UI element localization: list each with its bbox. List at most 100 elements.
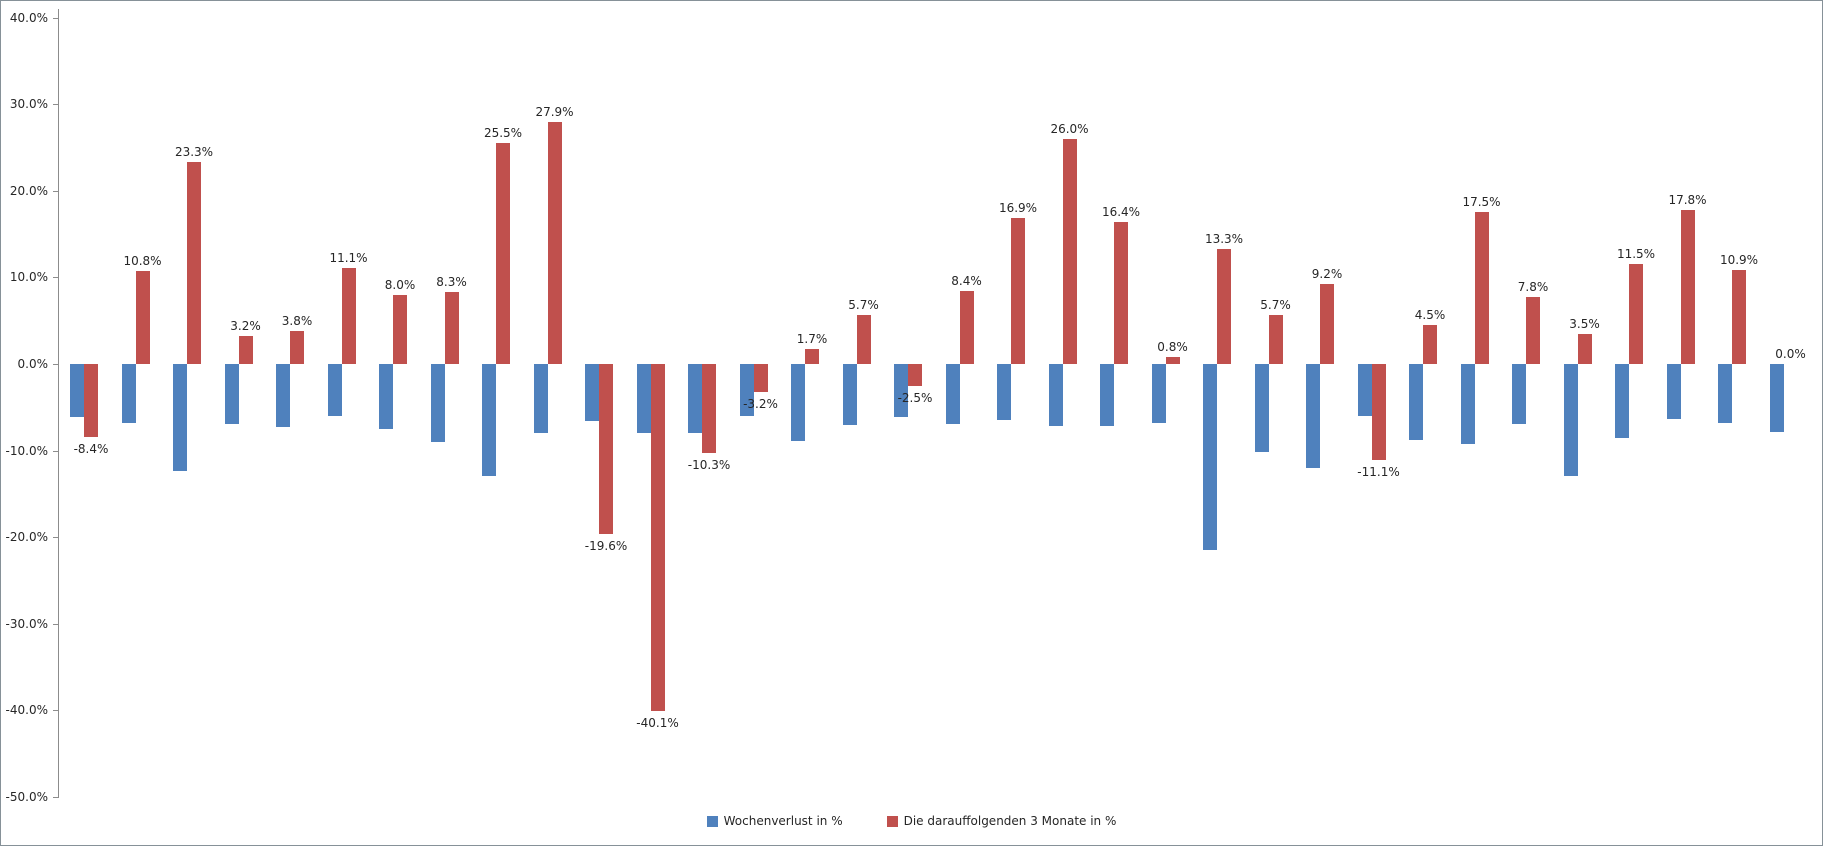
data-label: -10.3% [687, 458, 731, 473]
bar-3-monate [1474, 212, 1489, 364]
y-axis-tick-label: -50.0% [5, 790, 48, 804]
legend-swatch-blue-icon [706, 815, 718, 827]
bar-3-monate [856, 314, 871, 364]
bar-3-monate [753, 364, 768, 392]
legend-item-wochenverlust: Wochenverlust in % [706, 814, 843, 828]
bar-wochenverlust [1409, 364, 1423, 441]
data-label: 0.8% [1157, 340, 1188, 355]
y-axis-tick [53, 17, 59, 19]
bar-wochenverlust [585, 364, 599, 422]
y-axis-tick-label: 30.0% [9, 97, 48, 112]
bar-3-monate [1680, 209, 1695, 364]
bar-3-monate [1629, 264, 1643, 364]
data-label: 26.0% [1050, 121, 1089, 136]
y-axis-tick-label: -20.0% [5, 530, 48, 545]
bar-3-monate [1165, 357, 1180, 364]
legend-label-3-monate: Die darauffolgenden 3 Monate in % [903, 814, 1117, 828]
legend-item-3-monate: Die darauffolgenden 3 Monate in % [886, 814, 1117, 828]
data-label: 4.5% [1414, 308, 1446, 322]
bar-wochenverlust [430, 364, 445, 442]
bar-3-monate [908, 364, 922, 386]
y-axis-tick [53, 537, 59, 539]
y-axis-tick-label: 0.0% [17, 357, 49, 371]
bar-wochenverlust [1306, 364, 1320, 468]
y-axis-tick [53, 797, 59, 798]
bar-3-monate [702, 364, 716, 454]
y-axis-tick [53, 450, 59, 452]
y-axis-tick [53, 710, 59, 712]
bar-wochenverlust [70, 364, 84, 417]
data-label: 11.1% [329, 250, 368, 265]
bar-wochenverlust [1563, 364, 1578, 476]
data-label: 10.8% [123, 253, 162, 268]
bar-3-monate [599, 364, 613, 534]
bar-3-monate [1320, 284, 1334, 364]
data-label: 23.3% [174, 145, 214, 160]
y-axis-tick-label: 10.0% [9, 270, 48, 285]
bar-wochenverlust [1100, 364, 1114, 427]
bar-wochenverlust [1203, 364, 1217, 551]
data-label: 1.7% [796, 332, 828, 347]
bar-wochenverlust [121, 364, 136, 423]
legend-swatch-red-icon [886, 815, 898, 827]
data-label: -2.5% [897, 390, 933, 405]
data-label: -8.4% [73, 441, 109, 456]
bar-3-monate [1062, 138, 1077, 364]
bar-3-monate [1423, 325, 1437, 364]
bar-wochenverlust [1151, 364, 1166, 423]
data-label: 8.4% [951, 274, 982, 289]
legend-label-wochenverlust: Wochenverlust in % [723, 814, 843, 828]
bar-wochenverlust [997, 364, 1011, 421]
bar-wochenverlust [1254, 364, 1269, 453]
y-axis-tick [53, 364, 59, 365]
legend: Wochenverlust in % Die darauffolgenden 3… [1, 814, 1822, 828]
data-label: 25.5% [483, 126, 523, 141]
y-axis-tick [53, 623, 59, 625]
y-axis-tick [53, 277, 59, 279]
bar-3-monate [1011, 217, 1025, 364]
data-label: 5.7% [1260, 297, 1291, 312]
data-label: 3.5% [1569, 316, 1600, 331]
data-label: 10.9% [1719, 252, 1759, 267]
y-axis-tick-label: 40.0% [9, 10, 48, 25]
bar-3-monate [341, 267, 356, 364]
y-axis-tick-label: 20.0% [9, 183, 48, 198]
bar-3-monate [959, 291, 974, 364]
y-axis-tick-label: -40.0% [5, 703, 48, 718]
data-label: -40.1% [636, 716, 679, 731]
data-label: 7.8% [1517, 279, 1549, 294]
bar-3-monate [1371, 364, 1386, 461]
bar-3-monate [135, 270, 150, 364]
bar-wochenverlust [1357, 364, 1372, 416]
data-label: 8.3% [436, 275, 467, 290]
y-axis-tick [53, 104, 59, 106]
bar-wochenverlust [276, 364, 290, 428]
bar-wochenverlust [688, 364, 702, 434]
bar-wochenverlust [1460, 364, 1475, 444]
bar-wochenverlust [1769, 364, 1784, 432]
data-label: 3.2% [230, 319, 261, 334]
data-label: -11.1% [1357, 465, 1400, 480]
bar-wochenverlust [945, 364, 960, 424]
data-label: 8.0% [384, 277, 416, 292]
bar-wochenverlust [1718, 364, 1732, 423]
data-label: 27.9% [535, 105, 574, 120]
bar-3-monate [1268, 314, 1283, 364]
bar-wochenverlust [379, 364, 393, 429]
data-label: 16.4% [1101, 205, 1141, 219]
bar-3-monate [650, 364, 665, 712]
bar-wochenverlust [1048, 364, 1063, 426]
y-axis-line [58, 9, 59, 797]
y-axis-tick-label: -10.0% [5, 443, 48, 458]
bar-wochenverlust [482, 364, 496, 476]
bar-wochenverlust [1615, 364, 1629, 438]
data-label: 17.8% [1668, 192, 1707, 207]
data-label: 3.8% [281, 314, 313, 329]
bar-3-monate [805, 349, 819, 364]
bar-3-monate [1732, 269, 1746, 364]
bar-3-monate [290, 331, 304, 364]
bar-wochenverlust [1666, 364, 1681, 419]
bar-wochenverlust [842, 364, 857, 425]
bar-3-monate [496, 143, 510, 364]
